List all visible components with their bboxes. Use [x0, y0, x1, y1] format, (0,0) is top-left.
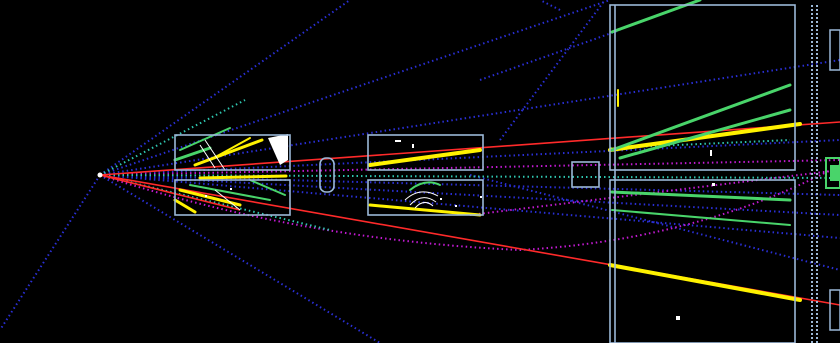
magenta-track — [99, 159, 840, 176]
teal-track — [99, 174, 331, 231]
edge-module-fill — [830, 165, 840, 181]
green-track — [409, 181, 441, 191]
hit-arc — [204, 139, 226, 171]
hit-arcs — [199, 139, 439, 211]
green-track — [610, 190, 792, 202]
edge-segment — [829, 289, 840, 331]
edge-module — [825, 29, 840, 331]
teal-tracks — [99, 99, 840, 231]
hit — [205, 195, 207, 197]
hit-cluster — [268, 134, 288, 165]
magenta-track — [469, 169, 840, 216]
yellow-track — [608, 122, 802, 152]
hit-arc — [404, 191, 439, 201]
hit — [676, 316, 680, 320]
hit — [230, 188, 232, 190]
blue-track — [99, 59, 840, 176]
forward-module — [571, 161, 600, 188]
hit — [712, 183, 715, 186]
hit — [455, 205, 457, 207]
green-track — [189, 184, 271, 201]
muon-chamber-top — [609, 4, 796, 171]
hit — [412, 144, 414, 148]
yellow-track — [368, 148, 482, 167]
beam-pipe-segment — [319, 157, 335, 193]
detector-hits — [205, 134, 715, 320]
yellow-track — [368, 203, 482, 217]
red-track — [99, 174, 241, 211]
blue-track — [99, 139, 840, 176]
edge-module-box — [825, 157, 840, 189]
blue-track — [99, 174, 840, 196]
yellow-track — [608, 263, 802, 302]
calorimeter-bottom — [367, 179, 484, 216]
interaction-vertex — [97, 172, 103, 178]
teal-track — [99, 99, 246, 176]
hit-arc — [199, 144, 216, 169]
segmented-detector — [811, 5, 818, 343]
inner-detector-top — [174, 134, 291, 171]
edge-segment — [829, 29, 840, 71]
hit-arc — [409, 197, 437, 206]
yellow-track — [193, 138, 264, 167]
teal-track — [99, 174, 840, 179]
blue-track — [539, 0, 561, 11]
blue-track — [99, 0, 351, 176]
blue-track — [99, 174, 381, 343]
muon-chamber-bottom — [609, 179, 796, 343]
calorimeter-top — [367, 134, 484, 171]
blue-track — [469, 174, 840, 271]
hit-arc — [414, 202, 434, 209]
green-track — [179, 127, 231, 151]
green-track — [610, 83, 792, 152]
yellow-track — [209, 137, 251, 161]
yellow-track — [173, 198, 197, 214]
hit-arc — [214, 189, 241, 211]
hit — [395, 140, 401, 142]
hit — [440, 198, 442, 200]
green-track — [249, 179, 286, 196]
blue-track — [99, 174, 840, 216]
hit — [710, 150, 712, 156]
green-track — [618, 108, 792, 160]
blue-track — [0, 174, 101, 331]
green-track — [173, 146, 212, 162]
yellow-track — [198, 174, 288, 180]
inner-detector-bottom — [174, 179, 291, 216]
detector-outlines — [174, 4, 796, 343]
green-track — [611, 209, 791, 226]
magenta-track — [99, 164, 840, 252]
hit — [480, 196, 482, 198]
teal-track — [609, 139, 791, 149]
magenta-tracks — [99, 159, 840, 252]
